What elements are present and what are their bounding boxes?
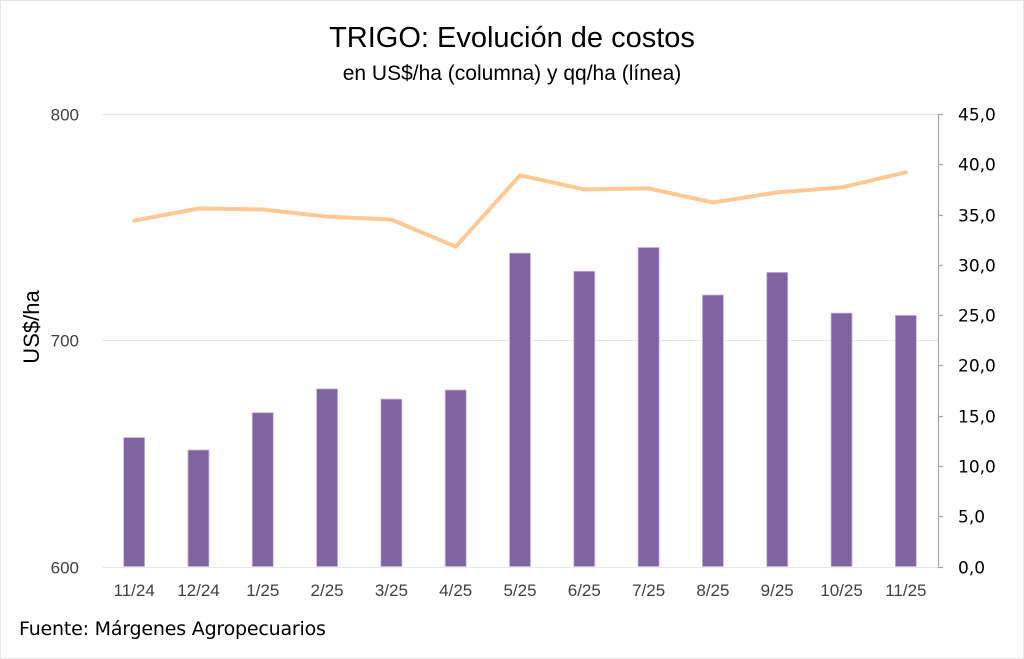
bar-6-25 [573,270,596,567]
right-tick-label: 0,0 [958,559,985,579]
right-tick-label: 20,0 [958,357,996,377]
bar-9-25 [766,271,789,567]
bar-4-25 [444,389,467,567]
bar-10-25 [830,312,853,567]
x-tick-label: 1/25 [246,581,279,600]
x-axis-tick-labels: 11/24 12/24 1/25 2/25 3/25 4/25 5/25 6/25 7/25 8/… [114,581,927,600]
x-tick-label: 11/24 [114,581,155,600]
x-tick-label: 7/25 [632,581,665,600]
left-tick-label: 600 [51,559,79,578]
x-tick-label: 12/24 [177,581,220,600]
source-note: Fuente: Márgenes Agropecuarios [19,618,326,640]
right-tick-label: 40,0 [958,156,996,176]
x-tick-label: 3/25 [375,581,408,600]
line-series [132,170,908,249]
left-tick-label: 700 [51,332,79,351]
chart-title: TRIGO: Evolución de costos [329,22,695,54]
right-axis: 0,0 5,0 10,0 15,0 20,0 25,0 30,0 35,0 40,0 45,0 [937,106,996,579]
bar-7-25 [637,247,660,567]
x-tick-label: 4/25 [439,581,472,600]
x-tick-label: 9/25 [761,581,794,600]
x-tick-label: 8/25 [696,581,729,600]
bar-2-25 [316,388,338,567]
x-tick-label: 6/25 [568,581,601,600]
bar-8-25 [702,294,724,567]
right-tick-label: 10,0 [958,458,996,478]
line-qq-ha [132,170,908,249]
right-tick-label: 35,0 [958,207,996,227]
x-tick-label: 10/25 [820,581,863,600]
right-tick-label: 5,0 [958,508,985,528]
chart-subtitle: en US$/ha (columna) y qq/ha (línea) [342,62,682,85]
bar-11-25 [894,314,917,567]
bar-11-24 [123,437,146,567]
x-tick-label: 11/25 [885,581,926,600]
bar-1-25 [251,412,274,567]
y-axis-label-left: US$/ha [19,290,44,364]
right-tick-label: 45,0 [958,106,996,126]
bar-3-25 [380,398,403,567]
left-tick-label: 800 [51,106,79,125]
x-tick-label: 2/25 [311,581,344,600]
x-tick-label: 5/25 [503,581,536,600]
right-tick-label: 25,0 [958,307,996,327]
right-tick-label: 30,0 [958,257,996,277]
bar-12-24 [187,449,210,567]
right-tick-label: 15,0 [958,408,996,428]
bar-5-25 [509,252,531,567]
bar-series [123,247,917,567]
left-axis-tick-labels: 600 700 800 [51,106,79,578]
